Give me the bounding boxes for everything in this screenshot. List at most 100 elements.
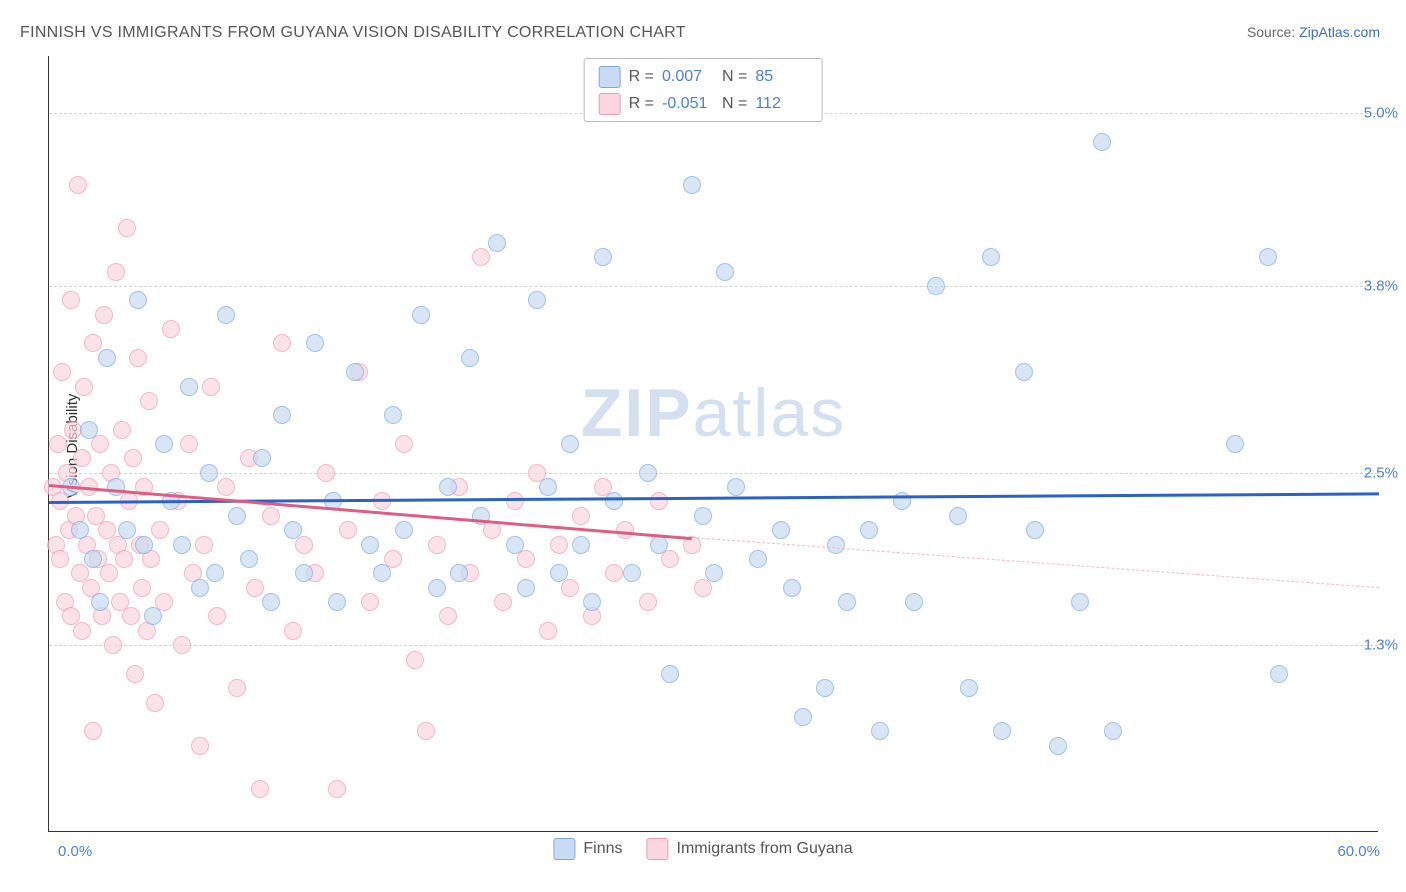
scatter-point-finns bbox=[772, 521, 790, 539]
scatter-point-guyana bbox=[328, 780, 346, 798]
x-tick-max: 60.0% bbox=[1337, 843, 1380, 860]
scatter-point-guyana bbox=[406, 651, 424, 669]
scatter-point-finns bbox=[594, 248, 612, 266]
stats-legend: R = 0.007 N = 85 R = -0.051 N = 112 bbox=[584, 58, 823, 122]
scatter-point-finns bbox=[206, 564, 224, 582]
scatter-point-guyana bbox=[73, 622, 91, 640]
scatter-point-finns bbox=[361, 536, 379, 554]
scatter-point-finns bbox=[539, 478, 557, 496]
r-value-finns: 0.007 bbox=[662, 63, 714, 90]
scatter-point-finns bbox=[488, 234, 506, 252]
scatter-point-guyana bbox=[126, 665, 144, 683]
r-value-guyana: -0.051 bbox=[662, 90, 714, 117]
scatter-point-guyana bbox=[202, 378, 220, 396]
scatter-point-finns bbox=[273, 406, 291, 424]
scatter-point-guyana bbox=[417, 722, 435, 740]
r-label: R = bbox=[629, 90, 654, 117]
scatter-point-finns bbox=[240, 550, 258, 568]
scatter-point-guyana bbox=[605, 564, 623, 582]
scatter-point-guyana bbox=[104, 636, 122, 654]
gridline-h bbox=[49, 645, 1378, 646]
scatter-point-finns bbox=[439, 478, 457, 496]
scatter-point-finns bbox=[80, 421, 98, 439]
scatter-point-finns bbox=[91, 593, 109, 611]
scatter-point-guyana bbox=[91, 435, 109, 453]
scatter-point-guyana bbox=[133, 579, 151, 597]
stats-row-guyana: R = -0.051 N = 112 bbox=[599, 90, 808, 117]
scatter-point-guyana bbox=[173, 636, 191, 654]
scatter-point-finns bbox=[838, 593, 856, 611]
scatter-point-finns bbox=[284, 521, 302, 539]
swatch-guyana-icon bbox=[647, 838, 669, 860]
scatter-point-guyana bbox=[650, 492, 668, 510]
scatter-point-finns bbox=[572, 536, 590, 554]
scatter-point-finns bbox=[650, 536, 668, 554]
x-tick-min: 0.0% bbox=[58, 843, 92, 860]
watermark-atlas: atlas bbox=[693, 375, 847, 451]
scatter-point-finns bbox=[816, 679, 834, 697]
scatter-point-finns bbox=[1071, 593, 1089, 611]
y-tick-label: 3.8% bbox=[1364, 277, 1398, 294]
source-attribution: Source: ZipAtlas.com bbox=[1247, 24, 1380, 40]
scatter-point-finns bbox=[1015, 363, 1033, 381]
series-legend: Finns Immigrants from Guyana bbox=[553, 838, 852, 860]
scatter-point-guyana bbox=[129, 349, 147, 367]
scatter-point-finns bbox=[395, 521, 413, 539]
gridline-h bbox=[49, 286, 1378, 287]
scatter-point-finns bbox=[384, 406, 402, 424]
scatter-point-finns bbox=[412, 306, 430, 324]
swatch-guyana bbox=[599, 93, 621, 115]
scatter-point-guyana bbox=[639, 593, 657, 611]
scatter-point-finns bbox=[550, 564, 568, 582]
scatter-point-guyana bbox=[122, 607, 140, 625]
scatter-point-finns bbox=[450, 564, 468, 582]
scatter-point-finns bbox=[107, 478, 125, 496]
scatter-point-finns bbox=[228, 507, 246, 525]
scatter-point-finns bbox=[949, 507, 967, 525]
scatter-point-guyana bbox=[162, 320, 180, 338]
scatter-point-finns bbox=[71, 521, 89, 539]
source-link[interactable]: ZipAtlas.com bbox=[1299, 24, 1380, 40]
scatter-point-finns bbox=[1093, 133, 1111, 151]
scatter-point-guyana bbox=[661, 550, 679, 568]
scatter-point-finns bbox=[927, 277, 945, 295]
r-label: R = bbox=[629, 63, 654, 90]
scatter-point-finns bbox=[871, 722, 889, 740]
scatter-point-guyana bbox=[428, 536, 446, 554]
scatter-point-guyana bbox=[180, 435, 198, 453]
n-value-finns: 85 bbox=[755, 63, 807, 90]
scatter-point-guyana bbox=[494, 593, 512, 611]
scatter-point-finns bbox=[328, 593, 346, 611]
scatter-point-finns bbox=[605, 492, 623, 510]
scatter-point-guyana bbox=[49, 435, 67, 453]
scatter-point-guyana bbox=[251, 780, 269, 798]
legend-label-finns: Finns bbox=[583, 840, 622, 858]
scatter-point-guyana bbox=[124, 449, 142, 467]
scatter-point-finns bbox=[794, 708, 812, 726]
scatter-point-finns bbox=[727, 478, 745, 496]
scatter-point-guyana bbox=[439, 607, 457, 625]
scatter-point-guyana bbox=[539, 622, 557, 640]
scatter-point-guyana bbox=[113, 421, 131, 439]
scatter-point-finns bbox=[428, 579, 446, 597]
watermark-zip: ZIP bbox=[581, 375, 693, 451]
scatter-point-finns bbox=[905, 593, 923, 611]
scatter-point-finns bbox=[84, 550, 102, 568]
scatter-point-finns bbox=[982, 248, 1000, 266]
source-label: Source: bbox=[1247, 24, 1299, 40]
scatter-point-finns bbox=[98, 349, 116, 367]
scatter-point-guyana bbox=[339, 521, 357, 539]
scatter-point-finns bbox=[860, 521, 878, 539]
watermark: ZIPatlas bbox=[581, 374, 846, 452]
scatter-point-finns bbox=[827, 536, 845, 554]
scatter-point-guyana bbox=[228, 679, 246, 697]
scatter-point-finns bbox=[191, 579, 209, 597]
scatter-point-finns bbox=[1259, 248, 1277, 266]
scatter-point-guyana bbox=[506, 492, 524, 510]
scatter-point-finns bbox=[517, 579, 535, 597]
scatter-point-finns bbox=[1104, 722, 1122, 740]
scatter-point-guyana bbox=[51, 550, 69, 568]
scatter-point-guyana bbox=[517, 550, 535, 568]
scatter-point-guyana bbox=[118, 219, 136, 237]
scatter-point-finns bbox=[1026, 521, 1044, 539]
